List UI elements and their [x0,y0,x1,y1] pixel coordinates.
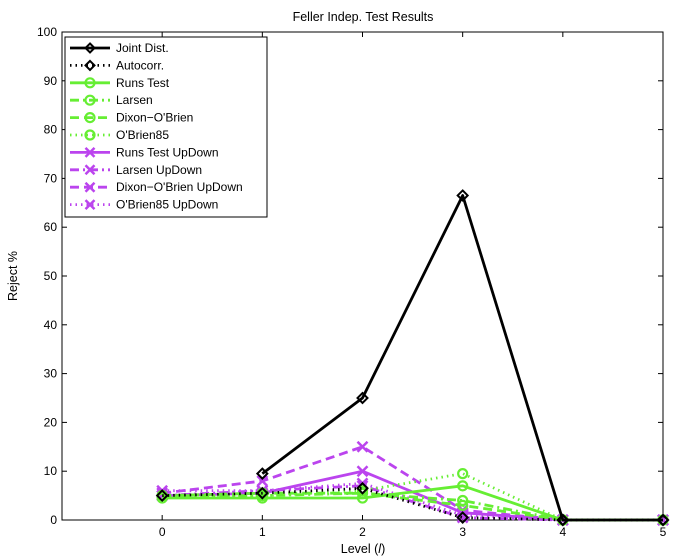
data-point [456,189,470,202]
series-0 [255,189,670,527]
data-point [255,467,269,481]
data-point [84,77,96,89]
data-point [356,440,369,453]
y-tick-label: 80 [44,123,58,137]
y-tick-label: 20 [44,415,58,429]
y-tick-label: 100 [37,25,57,39]
legend-label: O'Brien85 UpDown [116,198,218,212]
data-point [656,513,670,527]
legend-label: Autocorr. [116,58,164,72]
y-tick-label: 30 [44,367,58,381]
data-point [156,492,168,504]
data-point [84,59,96,72]
data-point [356,391,369,405]
legend-item: O'Brien85 [70,128,169,142]
y-tick-label: 90 [44,74,58,88]
data-point [84,199,96,210]
legend-item: Autocorr. [70,58,164,72]
legend-item: Joint Dist. [70,41,169,55]
y-tick-label: 40 [44,318,58,332]
legend-label: Dixon−O'Brien UpDown [116,180,243,194]
chart-title: Feller Indep. Test Results [293,10,434,24]
x-axis-title: Level (l) [341,542,385,556]
legend-label: Runs Test [116,76,170,90]
data-point [255,486,269,500]
data-point [356,481,369,495]
data-point [256,475,269,487]
data-point [556,513,570,527]
x-tick-label: 4 [559,525,566,539]
y-tick-label: 60 [44,220,58,234]
series-layer [155,189,670,527]
legend-label: Larsen UpDown [116,163,202,177]
data-point [84,111,96,124]
data-point [356,465,369,478]
data-point [457,468,469,480]
data-point [84,181,96,193]
legend-item: Runs Test [70,76,170,90]
data-point [456,511,470,524]
data-point [457,494,469,507]
legend-label: Joint Dist. [116,41,169,55]
x-tick-label: 5 [660,525,667,539]
legend-item: Larsen UpDown [70,163,202,177]
y-tick-label: 50 [44,269,58,283]
y-tick-label: 10 [44,464,58,478]
legend-item: O'Brien85 UpDown [70,198,218,212]
data-point [84,129,96,141]
data-point [84,42,96,54]
x-tick-label: 3 [459,525,466,539]
legend-label: O'Brien85 [116,128,169,142]
legend-item: Dixon−O'Brien UpDown [70,180,243,194]
legend-item: Runs Test UpDown [70,145,219,159]
legend-item: Dixon−O'Brien [70,111,193,125]
data-point [155,489,169,503]
legend: Joint Dist. Autocorr. Runs Test Larsen Dixon… [64,36,268,218]
data-point [84,94,96,106]
x-tick-label: 0 [159,525,166,539]
y-tick-label: 0 [50,513,57,527]
data-point [457,480,469,492]
x-tick-label: 2 [359,525,366,539]
legend-label: Runs Test UpDown [116,145,219,159]
data-point [84,164,96,176]
y-tick-label: 70 [44,171,58,185]
legend-label: Larsen [116,93,153,107]
data-point [457,499,469,511]
data-point [84,147,96,158]
y-axis: 0 10 20 30 40 50 60 70 80 90 100 [37,25,663,527]
x-tick-label: 1 [259,525,266,539]
y-axis-title: Reject % [6,251,20,301]
series-line [162,486,663,522]
series-line [261,194,663,522]
legend-label: Dixon−O'Brien [116,111,193,125]
legend-item: Larsen [70,93,153,107]
